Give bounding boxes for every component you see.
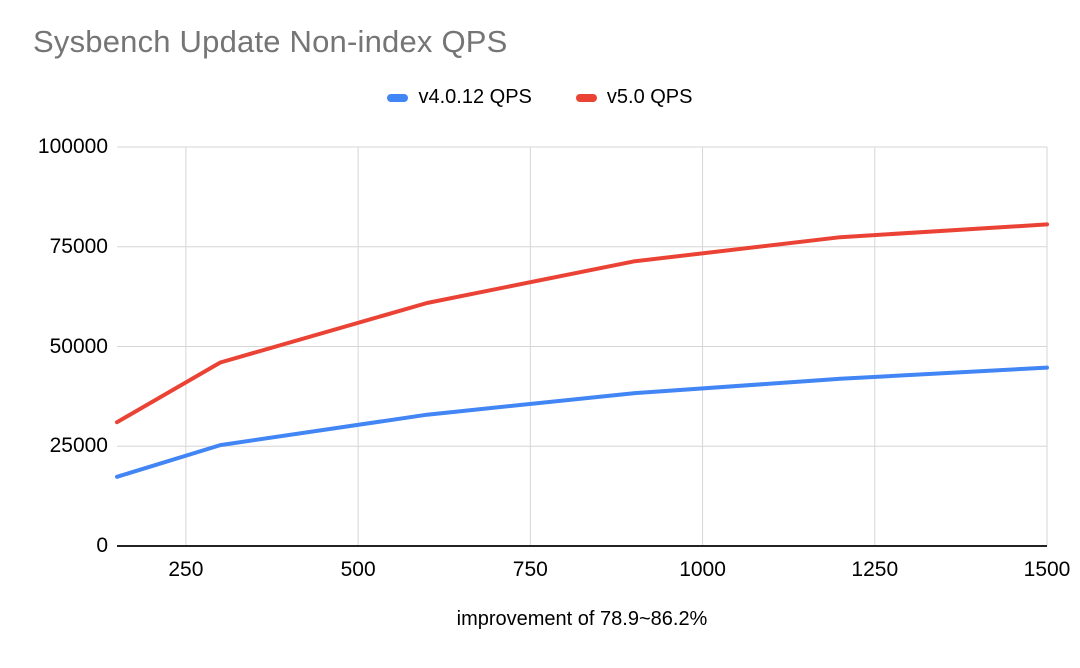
x-tick-label: 500 bbox=[340, 558, 376, 581]
y-tick-label: 50000 bbox=[49, 334, 108, 358]
legend-swatch-v5-0-icon bbox=[575, 93, 597, 102]
y-tick-label: 100000 bbox=[37, 135, 108, 158]
x-tick-label: 1000 bbox=[679, 558, 726, 581]
x-tick-label: 750 bbox=[512, 558, 548, 581]
y-tick-label: 25000 bbox=[49, 434, 108, 458]
legend-label-v4-0-12: v4.0.12 QPS bbox=[418, 86, 532, 108]
plot-area bbox=[115, 146, 1049, 547]
x-tick-label: 250 bbox=[168, 558, 204, 581]
x-tick-label: 1250 bbox=[851, 558, 899, 581]
chart-canvas bbox=[115, 146, 1049, 547]
x-tick-label: 1500 bbox=[1023, 558, 1071, 581]
chart-title: Sysbench Update Non-index QPS bbox=[33, 24, 508, 59]
legend-swatch-v4-0-12-icon bbox=[387, 93, 409, 102]
legend-item-v5-0: v5.0 QPS bbox=[575, 86, 693, 109]
series-line-v4-0-12 bbox=[115, 365, 1049, 479]
legend: v4.0.12 QPS v5.0 QPS bbox=[0, 86, 1080, 109]
caption: improvement of 78.9~86.2% bbox=[456, 608, 708, 630]
y-tick-label: 0 bbox=[96, 534, 108, 557]
legend-item-v4-0-12: v4.0.12 QPS bbox=[387, 86, 532, 109]
legend-label-v5-0: v5.0 QPS bbox=[606, 86, 693, 108]
y-tick-label: 75000 bbox=[49, 234, 108, 258]
series-line-v5-0 bbox=[115, 222, 1049, 425]
